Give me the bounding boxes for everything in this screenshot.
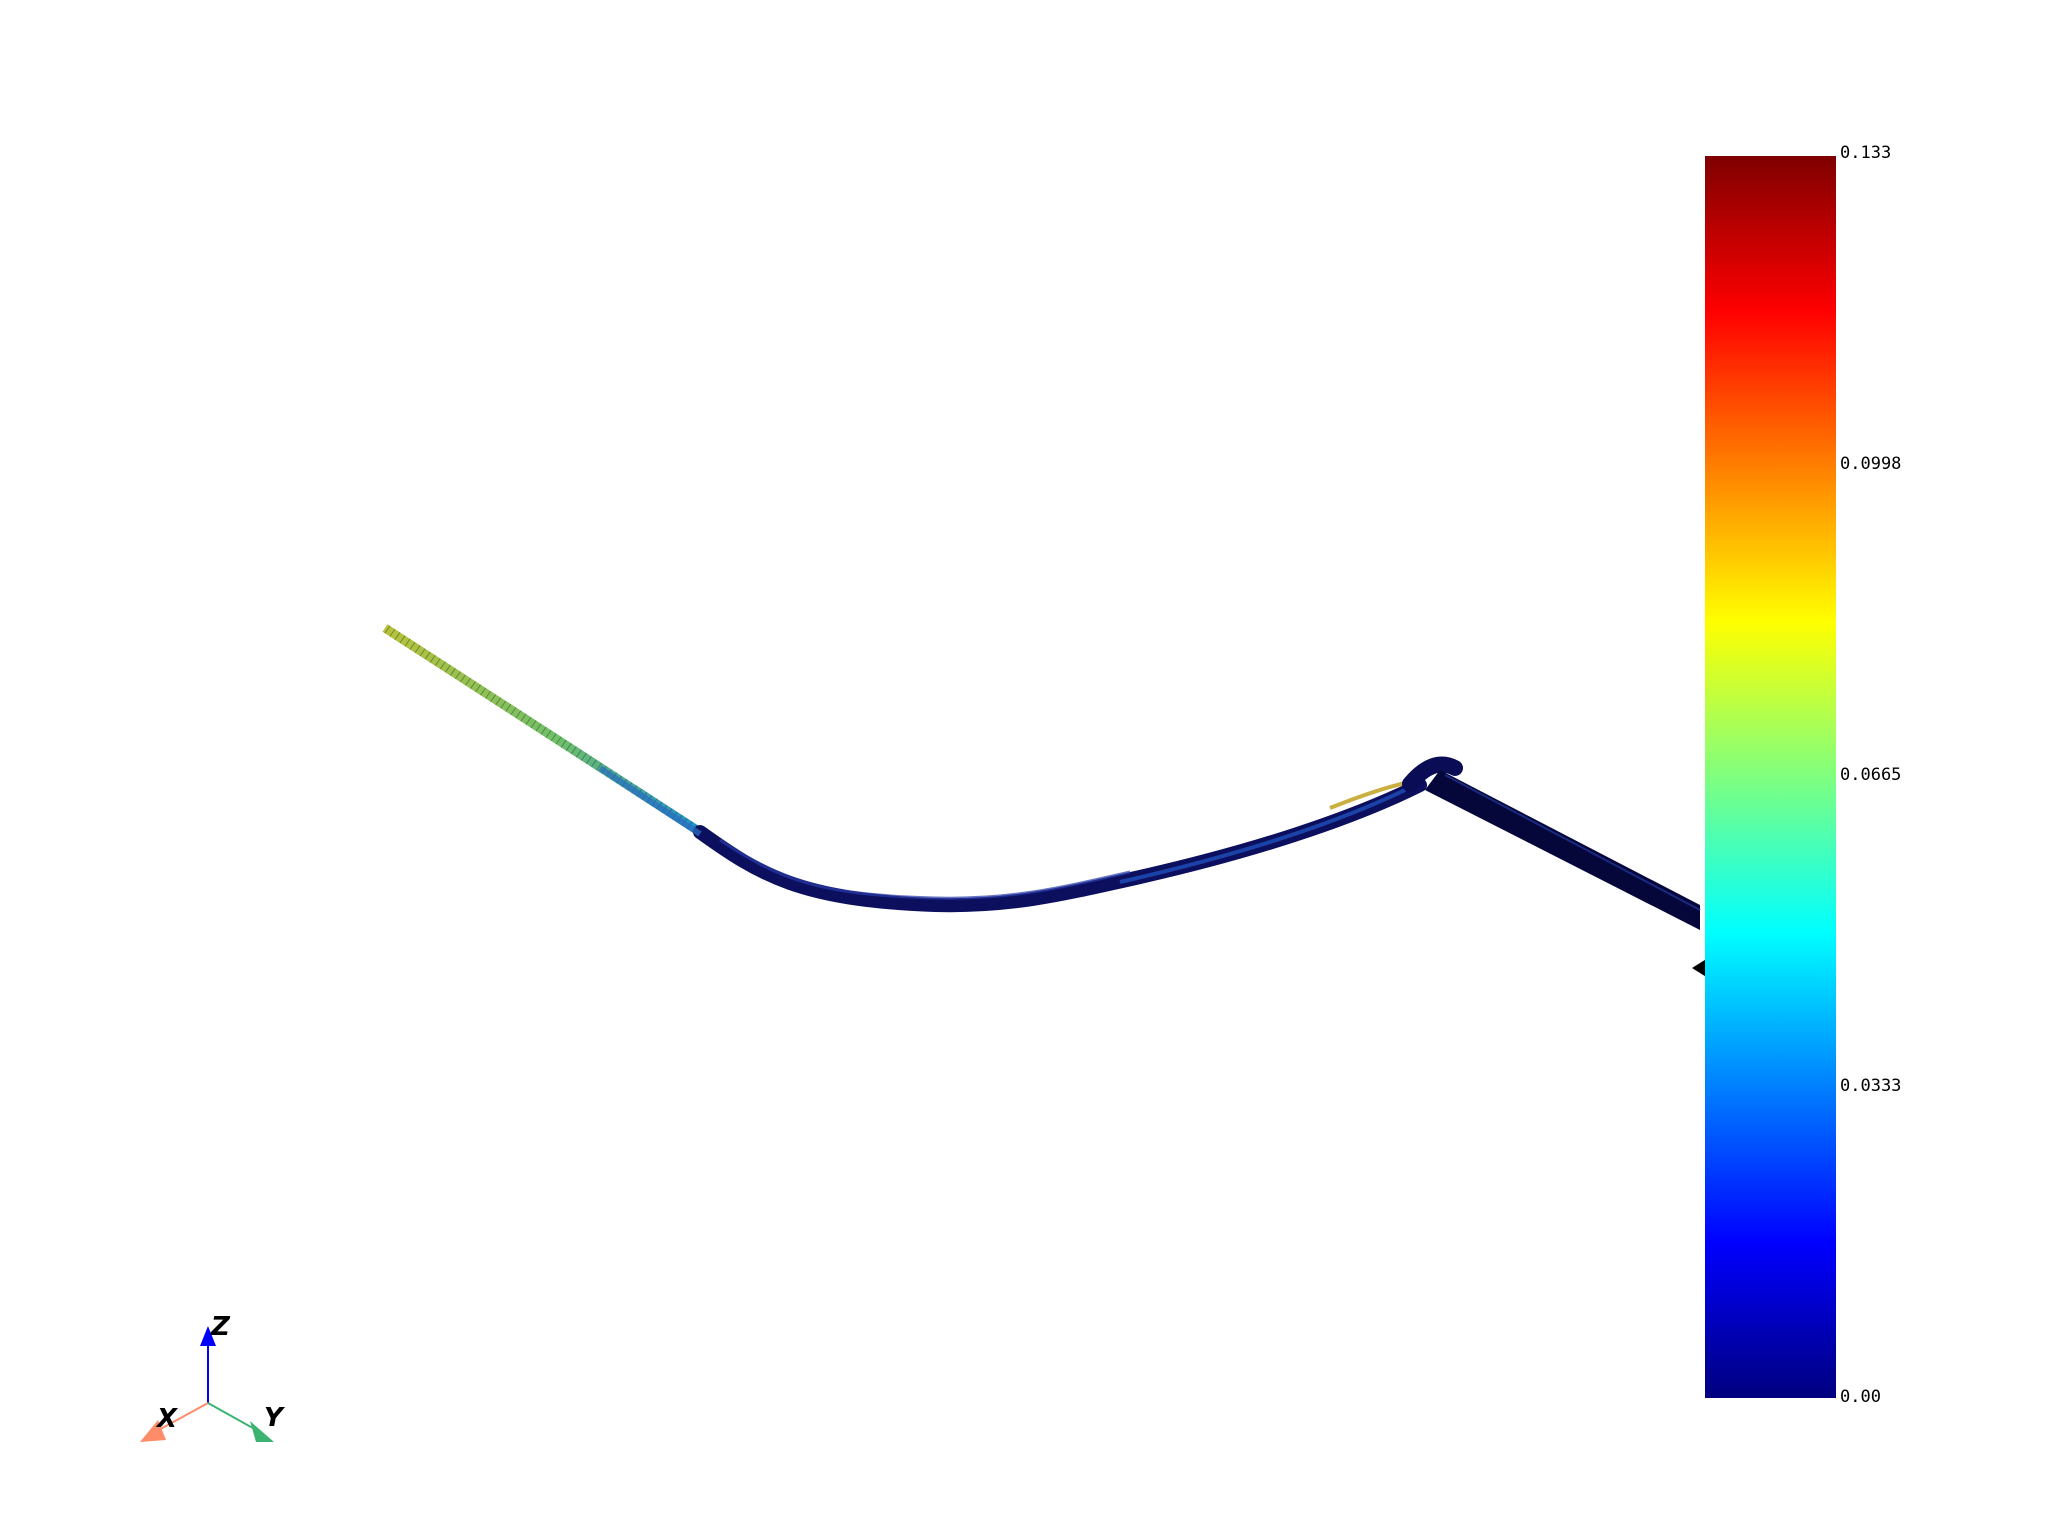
x-axis-arrow — [140, 1420, 166, 1442]
colorbar-gradient-bar — [1705, 156, 1836, 1398]
colorbar: 0.133 0.0998 0.0665 0.0333 0.00 — [1705, 143, 1901, 1407]
rising-section — [1119, 788, 1406, 884]
y-axis-line — [207, 1402, 261, 1433]
mesh-model[interactable] — [382, 624, 1708, 978]
boundary-marker — [1692, 958, 1708, 978]
axes-triad: Z X Y — [140, 1312, 286, 1442]
trough-shading — [719, 838, 1131, 900]
colorbar-label-q3: 0.0998 — [1840, 454, 1901, 474]
z-axis-arrow — [200, 1326, 216, 1346]
right-descending-section — [1425, 770, 1700, 930]
left-descending-section — [598, 765, 702, 837]
y-axis-label: Y — [264, 1403, 286, 1433]
colorbar-label-max: 0.133 — [1840, 143, 1891, 163]
y-axis-arrow — [250, 1421, 274, 1442]
colorbar-label-q1: 0.0333 — [1840, 1076, 1901, 1096]
colorbar-label-mid: 0.0665 — [1840, 765, 1901, 785]
z-axis-label: Z — [210, 1312, 231, 1342]
x-axis-line — [154, 1402, 209, 1433]
x-axis-label: X — [155, 1404, 179, 1434]
apex-cap — [1402, 756, 1463, 792]
colorbar-label-min: 0.00 — [1840, 1387, 1881, 1407]
